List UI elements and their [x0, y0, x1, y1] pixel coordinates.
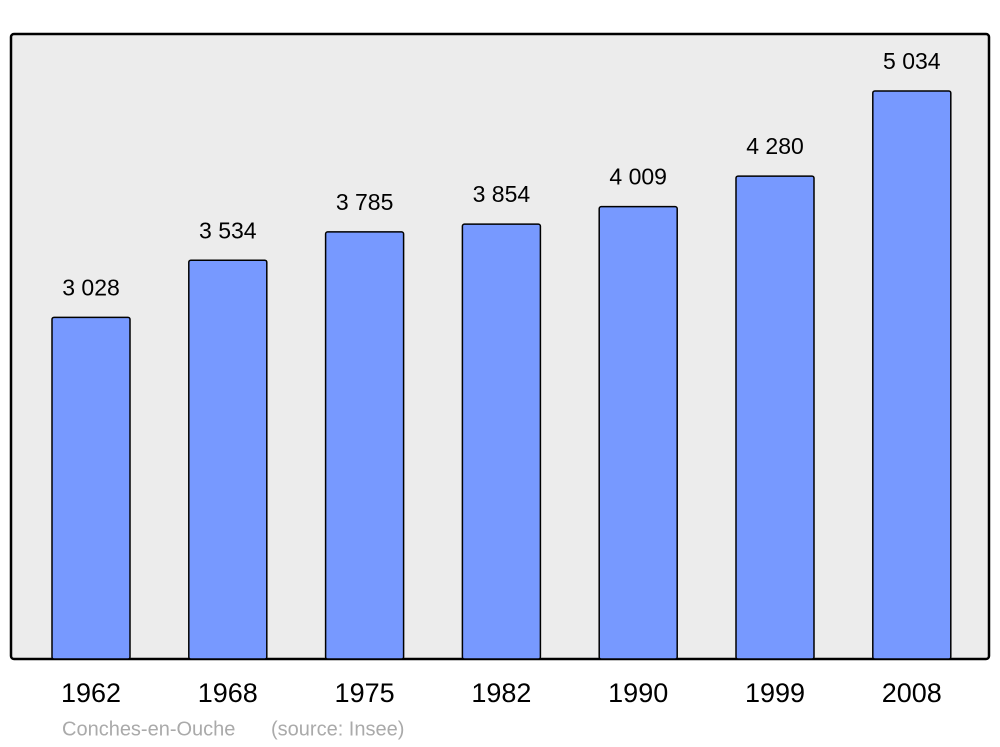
x-tick-label: 1962 [61, 678, 121, 708]
bar [51, 316, 131, 660]
bar [324, 231, 405, 660]
value-label: 4 280 [746, 133, 804, 159]
value-label: 3 028 [62, 274, 120, 300]
value-label: 3 854 [473, 181, 531, 207]
value-label: 3 534 [199, 217, 257, 243]
value-label: 5 034 [883, 48, 941, 74]
x-tick-label: 1968 [198, 678, 258, 708]
value-label: 4 009 [609, 164, 667, 190]
bar [598, 205, 678, 660]
bar [872, 90, 952, 660]
value-label: 3 785 [336, 189, 394, 215]
x-tick-label: 1982 [471, 678, 531, 708]
x-tick-label: 2008 [882, 678, 942, 708]
source-note: (source: Insee) [271, 718, 404, 740]
x-tick-label: 1999 [745, 678, 805, 708]
bar [461, 223, 542, 660]
bar [188, 259, 268, 660]
place-name: Conches-en-Ouche [62, 718, 235, 740]
x-tick-label: 1975 [335, 678, 395, 708]
x-tick-label: 1990 [608, 678, 668, 708]
bar [735, 175, 815, 660]
